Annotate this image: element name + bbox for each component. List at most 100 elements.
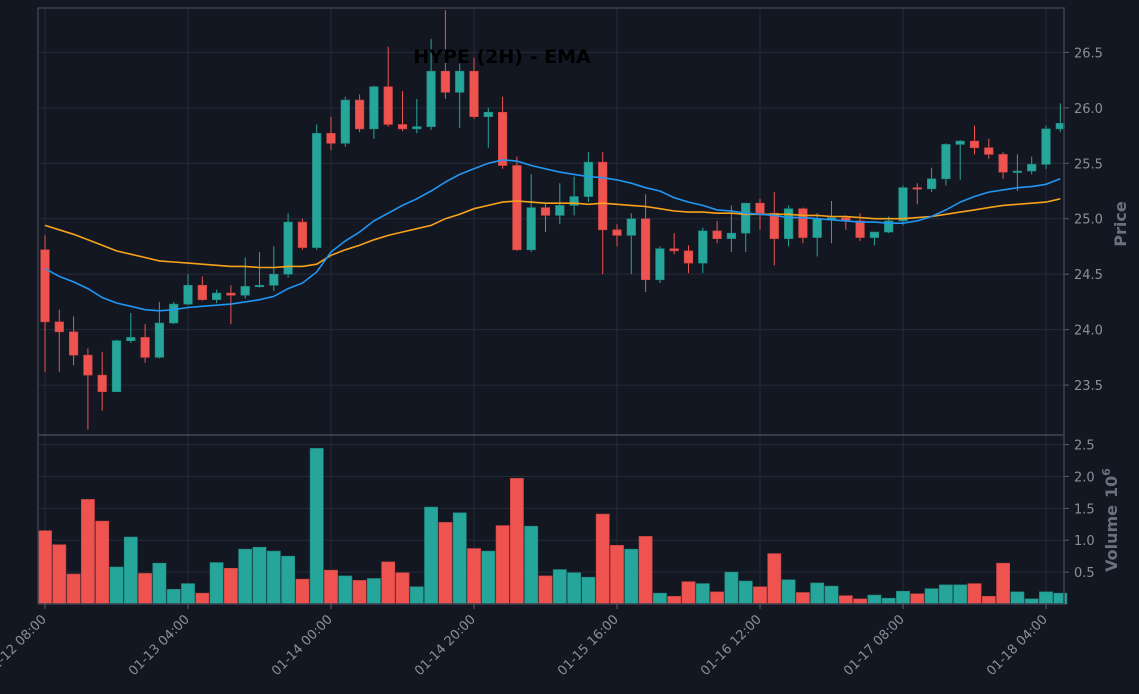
candle-body — [440, 70, 451, 93]
candle-body — [283, 221, 293, 275]
candle-body — [640, 218, 651, 281]
volume-bar — [266, 550, 281, 605]
candle-body — [712, 230, 722, 239]
candle-body — [340, 99, 350, 144]
candle-body — [783, 208, 794, 239]
volume-bar — [281, 555, 295, 605]
volume-tick-label: 0.5 — [1074, 566, 1095, 581]
volume-bar — [509, 478, 524, 605]
volume-bar — [896, 590, 910, 605]
volume-bar — [224, 567, 238, 605]
candle-body — [798, 208, 808, 238]
candle-body — [297, 221, 308, 248]
candle-body — [526, 207, 536, 251]
candle-body — [669, 248, 679, 252]
volume-bar — [452, 512, 467, 605]
volume-bar — [409, 586, 424, 605]
candle-body — [812, 218, 822, 238]
volume-bar — [1053, 592, 1068, 605]
price-tick-label: 23.5 — [1074, 379, 1103, 394]
candle-body — [497, 111, 508, 166]
volume-bar — [552, 569, 567, 605]
volume-bar — [652, 592, 667, 605]
volume-bar — [996, 562, 1010, 605]
candle-body — [126, 337, 136, 342]
candle-body — [426, 70, 436, 127]
volume-bar — [781, 579, 796, 605]
volume-bar — [66, 573, 81, 605]
candle-body — [898, 187, 908, 222]
volume-bar — [181, 583, 195, 605]
candle-body — [226, 292, 236, 296]
candle-body — [154, 322, 165, 358]
volume-bar — [695, 583, 710, 605]
volume-bar — [495, 525, 510, 605]
candle-body — [412, 126, 422, 130]
volume-panel-frame — [37, 434, 1065, 605]
volume-bar — [123, 536, 138, 605]
candle-body — [254, 284, 265, 288]
candle-body — [40, 249, 50, 323]
candle-body — [97, 374, 107, 393]
volume-bar — [352, 580, 367, 605]
candle-body — [912, 187, 922, 190]
candle-body — [969, 140, 980, 149]
volume-bar — [910, 593, 925, 605]
volume-bar — [38, 530, 52, 605]
volume-bar — [610, 545, 624, 605]
candle-body — [998, 154, 1008, 173]
volume-axis-exponent-base: 10 — [1102, 476, 1121, 498]
volume-bar — [381, 561, 396, 605]
candle-body — [111, 340, 122, 393]
volume-bar — [838, 595, 853, 605]
volume-bar — [295, 578, 310, 605]
ema-slow-line — [44, 198, 1061, 269]
volume-bar — [195, 592, 210, 605]
volume-bar — [52, 544, 67, 605]
volume-bar — [152, 562, 167, 605]
volume-tick-label: 2.0 — [1074, 470, 1095, 485]
volume-tick-label: 1.5 — [1074, 502, 1095, 517]
candle-body — [383, 86, 393, 125]
candle-body — [140, 337, 150, 358]
volume-panel: 0.5 1.0 1.5 2.0 2.5 — [37, 434, 1095, 605]
volume-bar — [81, 499, 95, 605]
volume-bar — [238, 548, 253, 605]
volume-axis-label: Volume 106 — [1100, 468, 1121, 572]
volume-bar — [795, 592, 810, 605]
candle-body — [655, 248, 665, 281]
volume-axis-exponent: 6 — [1100, 468, 1113, 476]
volume-bar — [166, 589, 181, 605]
candle-body — [941, 144, 951, 180]
volume-bar — [338, 575, 353, 605]
volume-bar — [309, 448, 324, 605]
volume-tick-label: 1.0 — [1074, 534, 1095, 549]
candle-body — [984, 147, 994, 155]
candle-body — [269, 273, 279, 286]
candle-body — [326, 133, 336, 144]
volume-bar — [867, 594, 882, 605]
candle-body — [1012, 170, 1022, 173]
volume-bar — [824, 585, 839, 605]
candle-body — [598, 161, 608, 231]
price-tick-label: 26.5 — [1074, 46, 1103, 61]
candle-body — [240, 286, 250, 296]
price-tick-label: 26.0 — [1074, 102, 1103, 117]
volume-bar — [924, 588, 939, 605]
candle-body — [555, 205, 565, 216]
volume-bar — [953, 584, 968, 605]
volume-bar — [424, 506, 438, 605]
volume-bar — [567, 572, 581, 605]
volume-bar — [209, 562, 224, 605]
candle-body — [869, 231, 879, 238]
candle-body — [354, 99, 365, 130]
candle-body — [769, 212, 779, 239]
volume-bar — [1039, 591, 1053, 605]
volume-bar — [767, 553, 782, 605]
candle-body — [312, 133, 322, 248]
volume-bar — [967, 583, 982, 605]
volume-bar — [1010, 591, 1025, 605]
volume-bar — [438, 522, 453, 605]
price-tick-label: 24.0 — [1074, 324, 1103, 339]
